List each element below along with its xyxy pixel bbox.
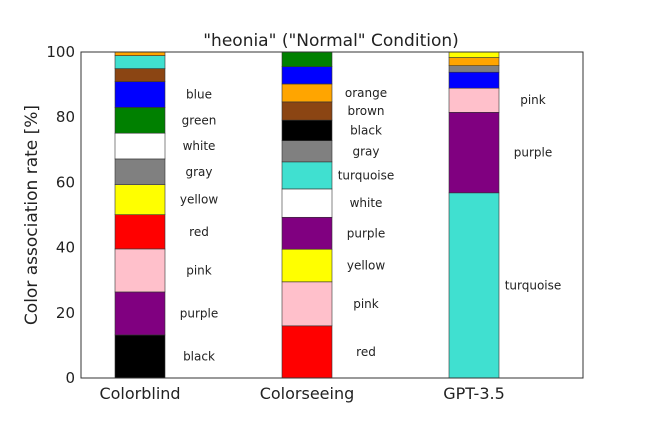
segment-label-colorseeing-purple: purple	[347, 226, 386, 240]
bar-segment-colorseeing-red	[281, 325, 333, 379]
bar-segment-gpt-3-5-yellow	[448, 51, 500, 58]
bar-segment-colorseeing-black	[281, 119, 333, 141]
bar-segment-gpt-3-5-gray	[448, 65, 500, 73]
y-tick-label: 80	[56, 108, 75, 126]
x-tick-label-gpt-3-5: GPT-3.5	[443, 384, 505, 403]
segment-label-colorblind-gray: gray	[185, 165, 212, 179]
segment-label-colorblind-green: green	[182, 113, 217, 127]
segment-labels: black purple pink red yellow gray white green bl…	[180, 86, 562, 364]
segment-label-colorseeing-yellow: yellow	[347, 259, 385, 273]
y-tick-label: 60	[56, 173, 75, 191]
bar-segment-colorseeing-gray	[281, 140, 333, 163]
bar-segment-colorblind-blue	[114, 81, 166, 108]
segment-label-colorblind-black: black	[183, 349, 215, 363]
bar-segment-gpt-3-5-blue	[448, 71, 500, 89]
bar-segment-colorblind-pink	[114, 248, 166, 293]
bar-segment-colorblind-green	[114, 107, 166, 134]
bar-segment-colorseeing-brown	[281, 101, 333, 121]
bar-segment-colorseeing-orange	[281, 83, 333, 103]
bar-segment-colorblind-red	[114, 214, 166, 250]
plot-frame	[80, 51, 584, 379]
y-tick-label: 20	[56, 304, 75, 322]
x-tick-label-colorblind: Colorblind	[99, 384, 180, 403]
bar-segment-gpt-3-5-purple	[448, 112, 500, 194]
y-axis-ticks: 0 20 40 60 80 100	[46, 43, 75, 387]
bar-segment-gpt-3-5-pink	[448, 87, 500, 113]
bar-segment-colorseeing-blue	[281, 66, 333, 85]
bar-segment-colorseeing-purple	[281, 216, 333, 250]
bar-segment-colorblind-orange	[114, 51, 166, 56]
bar-segment-colorblind-yellow	[114, 184, 166, 215]
segment-label-gpt-3-5-pink: pink	[520, 93, 546, 107]
bar-segment-colorblind-black	[114, 334, 166, 379]
bar-segment-colorblind-white	[114, 132, 166, 160]
y-tick-label: 100	[46, 43, 75, 61]
bar-segment-colorseeing-yellow	[281, 248, 333, 283]
bar-segment-colorblind-purple	[114, 291, 166, 336]
x-tick-label-colorseeing: Colorseeing	[260, 384, 355, 403]
segment-label-colorblind-red: red	[189, 225, 209, 239]
y-tick-label: 40	[56, 239, 75, 257]
bar-segment-colorseeing-green	[281, 51, 333, 67]
segment-label-colorblind-pink: pink	[186, 263, 212, 277]
bar-segment-gpt-3-5-orange	[448, 57, 500, 66]
segment-label-colorseeing-turquoise: turquoise	[338, 168, 395, 182]
segment-label-colorseeing-gray: gray	[352, 144, 379, 158]
segment-label-colorseeing-orange: orange	[345, 86, 387, 100]
segment-label-colorblind-yellow: yellow	[180, 193, 218, 207]
bar-stacks	[114, 51, 500, 379]
bar-segment-colorseeing-white	[281, 188, 333, 218]
segment-label-gpt-3-5-purple: purple	[514, 146, 553, 160]
chart-title: "heonia" ("Normal" Condition)	[203, 31, 459, 51]
segment-label-colorseeing-white: white	[350, 196, 383, 210]
segment-label-colorblind-blue: blue	[186, 88, 212, 102]
bar-segment-colorseeing-pink	[281, 281, 333, 327]
segment-label-colorblind-white: white	[183, 139, 216, 153]
bar-segment-colorblind-brown	[114, 68, 166, 82]
segment-label-colorseeing-red: red	[356, 345, 376, 359]
bar-segment-colorblind-turquoise	[114, 55, 166, 69]
bar-segment-colorseeing-turquoise	[281, 161, 333, 190]
y-axis-label: Color association rate [%]	[22, 105, 42, 325]
segment-label-colorblind-purple: purple	[180, 306, 219, 320]
segment-label-gpt-3-5-turquoise: turquoise	[505, 278, 562, 292]
x-axis-ticks: Colorblind Colorseeing GPT-3.5	[99, 384, 504, 403]
segment-label-colorseeing-black: black	[350, 123, 382, 137]
bar-segment-colorblind-gray	[114, 158, 166, 185]
segment-label-colorseeing-pink: pink	[353, 297, 379, 311]
y-tick-label: 0	[65, 369, 75, 387]
segment-label-colorseeing-brown: brown	[347, 104, 384, 118]
bar-segment-gpt-3-5-turquoise	[448, 192, 500, 379]
